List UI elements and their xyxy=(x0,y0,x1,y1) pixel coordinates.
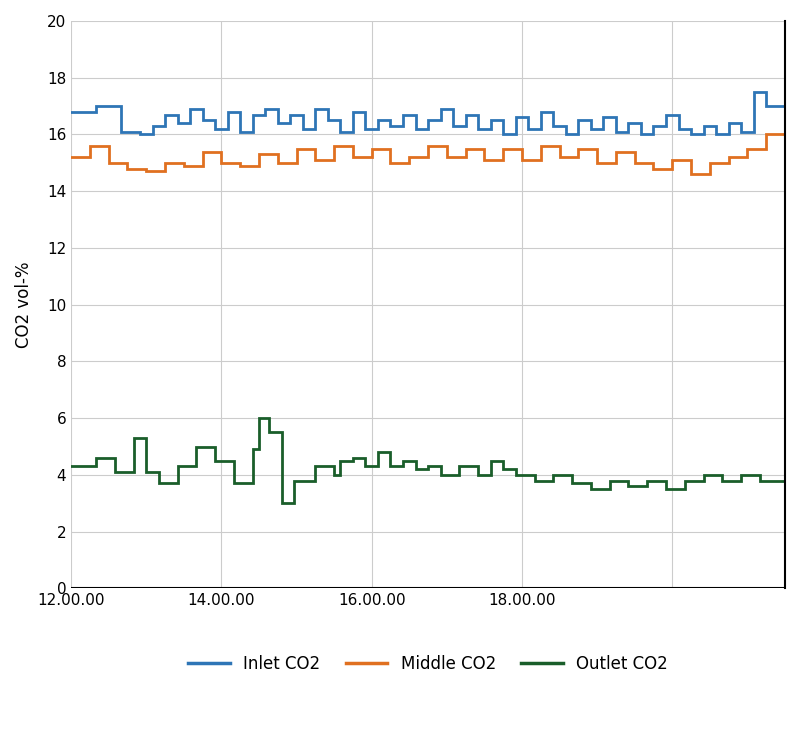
Legend: Inlet CO2, Middle CO2, Outlet CO2: Inlet CO2, Middle CO2, Outlet CO2 xyxy=(182,648,674,679)
Y-axis label: CO2 vol-%: CO2 vol-% xyxy=(15,262,33,348)
